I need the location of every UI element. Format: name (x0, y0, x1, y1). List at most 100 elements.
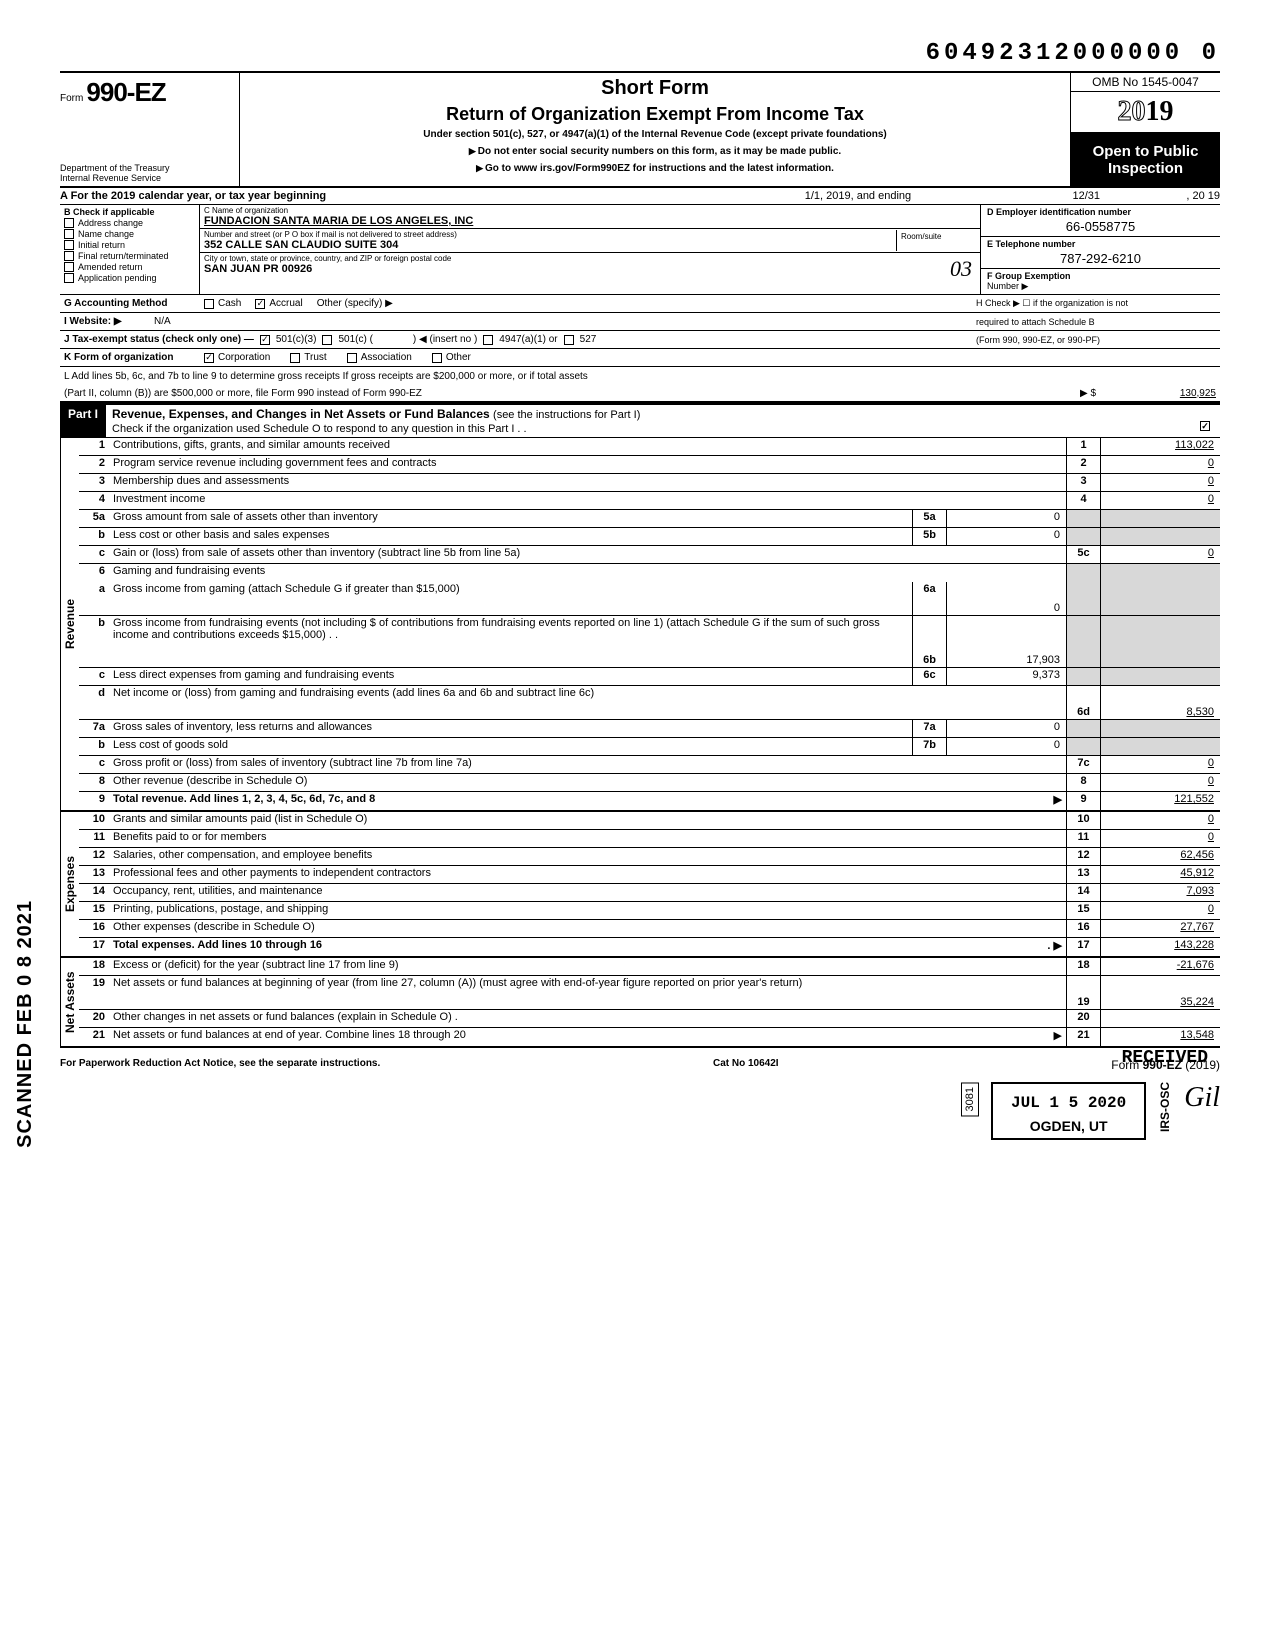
rv7c: 0 (1100, 756, 1220, 773)
chk-schedule-o[interactable]: ✓ (1200, 421, 1210, 431)
mn7a: 7a (912, 720, 946, 737)
ein: 66-0558775 (987, 219, 1214, 234)
lbl-amended: Amended return (78, 262, 143, 272)
chk-other-org[interactable] (432, 353, 442, 363)
row-l1: L Add lines 5b, 6c, and 7b to line 9 to … (60, 367, 1220, 385)
rn3: 3 (1066, 474, 1100, 491)
rv2: 0 (1100, 456, 1220, 473)
rn13: 13 (1066, 866, 1100, 883)
chk-name[interactable] (64, 229, 74, 239)
rv18: -21,676 (1100, 958, 1220, 975)
d3: Membership dues and assessments (113, 474, 1066, 491)
j-label: J Tax-exempt status (check only one) — (64, 334, 254, 345)
netassets-label: Net Assets (60, 958, 79, 1046)
rn4: 4 (1066, 492, 1100, 509)
room-hand: 03 (950, 256, 972, 281)
lbl-final: Final return/terminated (78, 251, 169, 261)
d14: Occupancy, rent, utilities, and maintena… (113, 884, 1066, 901)
n2: 2 (79, 456, 113, 473)
mv6a: 0 (946, 582, 1066, 615)
scanned-stamp: SCANNED FEB 0 8 2021 (14, 900, 37, 1148)
lbl-accrual: Accrual (269, 298, 302, 309)
chk-4947[interactable] (483, 335, 493, 345)
period-prefix: A For the 2019 calendar year, or tax yea… (60, 190, 326, 202)
rn19: 19 (1066, 976, 1100, 1009)
mv6c: 9,373 (946, 668, 1066, 685)
mn7b: 7b (912, 738, 946, 755)
d6c: Less direct expenses from gaming and fun… (113, 668, 912, 685)
d5b: Less cost or other basis and sales expen… (113, 528, 912, 545)
n11: 11 (79, 830, 113, 847)
d6: Gaming and fundraising events (113, 564, 1066, 582)
part1-check-line: Check if the organization used Schedule … (112, 423, 527, 435)
g7a (1066, 720, 1100, 737)
mv5a: 0 (946, 510, 1066, 527)
d6d: Net income or (loss) from gaming and fun… (113, 686, 1066, 719)
open-public-2: Inspection (1075, 160, 1216, 177)
n12: 12 (79, 848, 113, 865)
dln: 60492312000000 0 (926, 40, 1220, 67)
chk-initial[interactable] (64, 240, 74, 250)
rn14: 14 (1066, 884, 1100, 901)
lbl-insert: ) ◀ (insert no ) (413, 334, 477, 345)
rn17: 17 (1066, 938, 1100, 956)
n3: 3 (79, 474, 113, 491)
room-suite-label: Room/suite (896, 230, 976, 251)
n5b: b (79, 528, 113, 545)
n18: 18 (79, 958, 113, 975)
n4: 4 (79, 492, 113, 509)
chk-address[interactable] (64, 218, 74, 228)
d1: Contributions, gifts, grants, and simila… (113, 438, 1066, 455)
stamp-date: JUL 1 5 2020 (1011, 1094, 1126, 1112)
org-street: 352 CALLE SAN CLAUDIO SUITE 304 (204, 239, 398, 251)
chk-amended[interactable] (64, 262, 74, 272)
d7c: Gross profit or (loss) from sales of inv… (113, 756, 1066, 773)
chk-527[interactable] (564, 335, 574, 345)
chk-501c[interactable] (322, 335, 332, 345)
rv11: 0 (1100, 830, 1220, 847)
website: N/A (154, 316, 171, 327)
chk-501c3[interactable]: ✓ (260, 335, 270, 345)
lbl-other-org: Other (446, 352, 471, 363)
g6 (1066, 564, 1100, 582)
d-label: D Employer identification number (987, 207, 1131, 217)
period-end: 12/31 (1000, 190, 1100, 202)
chk-trust[interactable] (290, 353, 300, 363)
signature: Gil (1184, 1082, 1220, 1114)
rv5c: 0 (1100, 546, 1220, 563)
n5a: 5a (79, 510, 113, 527)
org-city: SAN JUAN PR 00926 (204, 263, 312, 275)
n8: 8 (79, 774, 113, 791)
chk-accrual[interactable]: ✓ (255, 299, 265, 309)
rv8: 0 (1100, 774, 1220, 791)
gv6c (1100, 668, 1220, 685)
stamp-place: OGDEN, UT (1011, 1118, 1126, 1134)
part1-header: Part I Revenue, Expenses, and Changes in… (60, 403, 1220, 438)
chk-assoc[interactable] (347, 353, 357, 363)
rv15: 0 (1100, 902, 1220, 919)
n13: 13 (79, 866, 113, 883)
gv5a (1100, 510, 1220, 527)
chk-corp[interactable]: ✓ (204, 353, 214, 363)
c-street-label: Number and street (or P O box if mail is… (204, 230, 896, 239)
chk-pending[interactable] (64, 273, 74, 283)
d13: Professional fees and other payments to … (113, 866, 1066, 883)
part1-sub: (see the instructions for Part I) (493, 409, 640, 421)
mv5b: 0 (946, 528, 1066, 545)
rv12: 62,456 (1100, 848, 1220, 865)
expenses-section: Expenses 10Grants and similar amounts pa… (60, 812, 1220, 958)
form-number: 990-EZ (86, 77, 165, 107)
n15: 15 (79, 902, 113, 919)
open-public-1: Open to Public (1075, 143, 1216, 160)
row-k: K Form of organization ✓Corporation Trus… (60, 349, 1220, 367)
l-line1: L Add lines 5b, 6c, and 7b to line 9 to … (64, 371, 588, 382)
rv6d: 8,530 (1100, 686, 1220, 719)
rn9: 9 (1066, 792, 1100, 810)
g7b (1066, 738, 1100, 755)
rv9: 121,552 (1100, 792, 1220, 810)
chk-cash[interactable] (204, 299, 214, 309)
mv7a: 0 (946, 720, 1066, 737)
chk-final[interactable] (64, 251, 74, 261)
d5a: Gross amount from sale of assets other t… (113, 510, 912, 527)
stamp-code: 3081 (961, 1082, 979, 1116)
